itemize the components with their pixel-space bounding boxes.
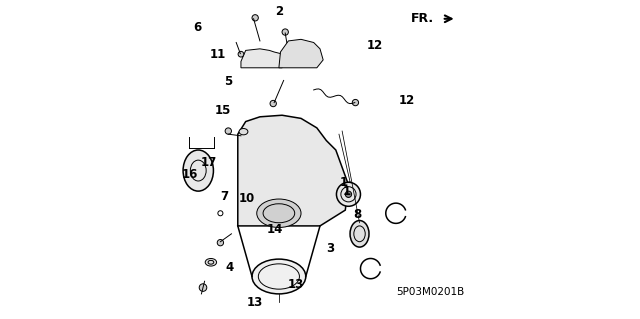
Circle shape bbox=[337, 182, 360, 206]
Text: 11: 11 bbox=[209, 48, 225, 61]
Text: 4: 4 bbox=[226, 261, 234, 273]
Circle shape bbox=[217, 240, 223, 246]
Text: 5P03M0201B: 5P03M0201B bbox=[397, 287, 465, 297]
Text: 2: 2 bbox=[275, 5, 283, 18]
Text: 3: 3 bbox=[326, 242, 335, 255]
Polygon shape bbox=[279, 39, 323, 68]
Circle shape bbox=[238, 51, 244, 57]
Text: 5: 5 bbox=[225, 75, 233, 88]
Text: FR.: FR. bbox=[411, 12, 434, 25]
Polygon shape bbox=[238, 115, 348, 226]
Text: 1: 1 bbox=[343, 185, 351, 198]
Circle shape bbox=[225, 128, 232, 134]
Circle shape bbox=[352, 100, 358, 106]
Text: 6: 6 bbox=[193, 21, 202, 34]
Ellipse shape bbox=[350, 220, 369, 247]
Text: 15: 15 bbox=[215, 104, 232, 117]
Text: 17: 17 bbox=[200, 156, 217, 168]
Text: 1: 1 bbox=[340, 176, 348, 189]
Text: 8: 8 bbox=[353, 208, 362, 221]
Circle shape bbox=[252, 15, 259, 21]
Circle shape bbox=[199, 284, 207, 291]
Polygon shape bbox=[241, 49, 285, 68]
Text: 14: 14 bbox=[267, 223, 284, 235]
Text: 13: 13 bbox=[288, 278, 304, 291]
Circle shape bbox=[270, 100, 276, 107]
Ellipse shape bbox=[205, 258, 216, 266]
Text: 12: 12 bbox=[399, 94, 415, 108]
Circle shape bbox=[346, 191, 351, 197]
Text: 12: 12 bbox=[367, 39, 383, 52]
Ellipse shape bbox=[239, 129, 248, 135]
Ellipse shape bbox=[252, 259, 306, 294]
Text: 16: 16 bbox=[182, 168, 198, 181]
Ellipse shape bbox=[257, 199, 301, 227]
Text: 10: 10 bbox=[239, 192, 255, 204]
Text: 7: 7 bbox=[220, 190, 228, 203]
Ellipse shape bbox=[183, 150, 213, 191]
Text: 13: 13 bbox=[246, 296, 263, 309]
Circle shape bbox=[282, 29, 289, 35]
